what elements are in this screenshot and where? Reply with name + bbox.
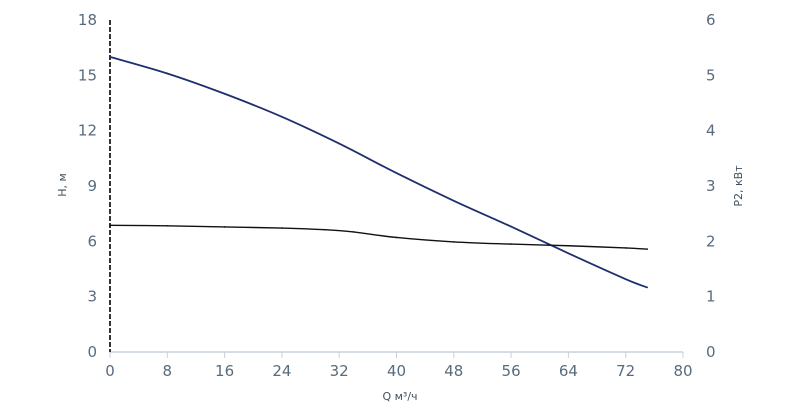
head-curve-point <box>453 199 455 202</box>
head-curve-point <box>338 142 341 145</box>
power-curve-point <box>324 228 326 231</box>
y-axis-label: H, м <box>56 173 69 197</box>
y-tick-label: 18 <box>78 11 97 29</box>
head-curve-point <box>624 278 627 280</box>
x-tick-label: 8 <box>163 362 173 380</box>
x-tick-label: 0 <box>105 362 115 380</box>
y2-tick-label: 2 <box>706 232 716 250</box>
power-curve-point <box>646 248 648 250</box>
power-curve-point <box>395 236 398 239</box>
head-curve-point <box>567 252 570 255</box>
y-tick-label: 3 <box>87 288 97 306</box>
power-curve-point <box>624 247 627 249</box>
y-tick-label: 6 <box>87 232 97 250</box>
y2-tick-label: 6 <box>706 11 716 29</box>
y-tick-label: 9 <box>87 177 97 195</box>
y-tick-label: 0 <box>87 343 97 361</box>
power-curve-point <box>567 244 570 247</box>
y2-axis-label: P2, кВт <box>732 165 745 207</box>
head-curve-line <box>109 56 648 289</box>
x-tick-label: 56 <box>502 362 521 380</box>
power-curve-point <box>281 227 283 229</box>
x-tick-label: 16 <box>215 362 234 380</box>
head-curve-point <box>166 72 169 75</box>
x-tick-label: 72 <box>616 362 635 380</box>
x-tick-label: 48 <box>444 362 463 380</box>
x-tick-label: 40 <box>387 362 406 380</box>
x-tick-label: 80 <box>673 362 692 380</box>
power-curve-point <box>453 241 455 243</box>
power-curve-point <box>166 225 169 227</box>
power-curve-line <box>109 224 648 250</box>
y2-tick-label: 0 <box>706 343 716 361</box>
head-curve-point <box>223 92 226 95</box>
y-tick-label: 15 <box>78 66 97 84</box>
x-axis-label: Q м³/ч <box>382 390 417 403</box>
power-curve-point <box>510 243 512 245</box>
power-curve-point <box>352 231 355 233</box>
x-tick-label: 64 <box>559 362 578 380</box>
x-tick-label: 32 <box>330 362 349 380</box>
head-curve-point <box>510 225 512 228</box>
power-curve-point <box>109 224 111 227</box>
head-curve-point <box>646 286 648 289</box>
head-curve-point <box>395 172 398 174</box>
y2-tick-label: 5 <box>706 66 716 84</box>
y-tick-label: 12 <box>78 122 97 140</box>
y2-tick-label: 1 <box>706 288 716 306</box>
y2-tick-label: 3 <box>706 177 716 195</box>
y2-tick-label: 4 <box>706 122 716 140</box>
head-curve-point <box>281 116 283 118</box>
head-curve-point <box>109 56 111 58</box>
power-curve-point <box>223 226 226 228</box>
x-tick-label: 24 <box>272 362 291 380</box>
